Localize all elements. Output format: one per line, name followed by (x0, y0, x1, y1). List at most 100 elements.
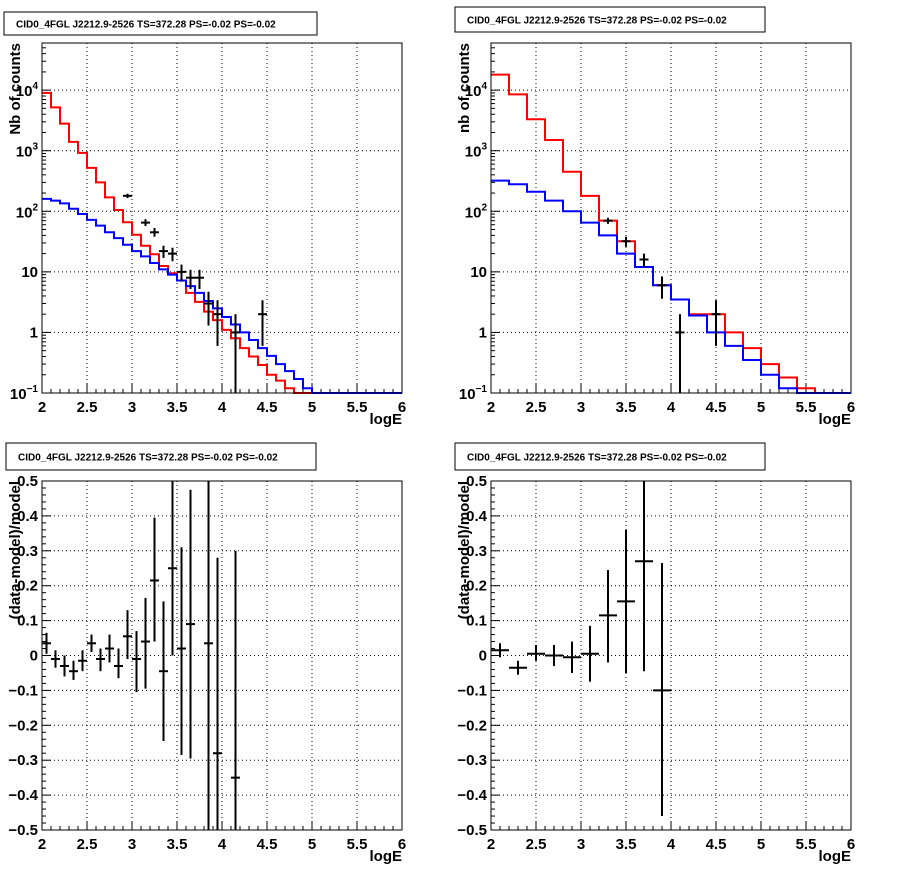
x-tick-label: 5.5 (796, 399, 817, 416)
x-tick-label: 5.5 (347, 836, 368, 853)
axis-ticks (490, 42, 852, 394)
data-point (711, 300, 721, 346)
title-box (3, 11, 318, 36)
data-point (545, 645, 563, 666)
series-line-2 (491, 179, 851, 394)
x-tick-label: 5 (308, 836, 316, 853)
y-tick-label: 104 (16, 81, 39, 100)
y-tick-label: 0.4 (17, 508, 39, 525)
x-tick-label: 6 (847, 836, 855, 853)
data-point (231, 550, 240, 830)
y-tick-label: 10 (470, 264, 487, 281)
x-tick-label: 6 (398, 399, 406, 416)
title-box (454, 442, 766, 471)
data-point (159, 245, 168, 258)
data-points (42, 481, 240, 830)
data-point (603, 217, 613, 224)
chart-title: CID0_4FGL J2212.9-2526 TS=372.28 PS=-0.0… (467, 16, 727, 27)
y-axis-title: (data-model)/model (456, 481, 473, 619)
data-point (653, 563, 671, 817)
data-point (213, 557, 222, 830)
y-tick-label: 0 (479, 648, 487, 665)
y-tick-label: 0.3 (466, 543, 487, 560)
x-tick-label: 2.5 (77, 399, 98, 416)
y-tick-label: 104 (465, 81, 488, 100)
data-point (168, 481, 177, 656)
data-point (132, 631, 141, 693)
x-axis-title: logE (819, 848, 852, 865)
grid (42, 43, 402, 393)
data-point (177, 547, 186, 755)
axis-ticks (490, 480, 852, 831)
data-point (204, 481, 213, 830)
y-tick-label: 0.5 (17, 473, 38, 490)
x-tick-label: 3.5 (167, 836, 188, 853)
data-point (141, 597, 150, 689)
y-tick-label: 0.4 (466, 508, 488, 525)
data-points (603, 217, 721, 393)
x-axis-title: logE (819, 411, 852, 428)
data-point (96, 648, 105, 672)
data-point (123, 193, 132, 199)
data-point (195, 269, 204, 290)
y-tick-label: −0.2 (457, 717, 487, 734)
x-tick-label: 4 (667, 399, 676, 416)
plot-frame (41, 42, 403, 394)
data-point (78, 650, 87, 672)
y-tick-label: 1 (30, 324, 38, 341)
y-tick-label: −0.3 (8, 752, 38, 769)
data-point (599, 569, 617, 663)
data-point (563, 641, 581, 673)
y-tick-label: −0.4 (457, 787, 487, 804)
data-point (527, 645, 545, 661)
data-points (123, 193, 267, 393)
x-tick-label: 3 (128, 836, 136, 853)
x-tick-label: 2 (38, 836, 46, 853)
y-tick-label: −0.5 (457, 822, 487, 839)
data-point (159, 601, 168, 742)
x-tick-label: 5 (757, 399, 765, 416)
data-point (617, 529, 635, 673)
y-tick-label: −0.1 (457, 682, 487, 699)
chart-title: CID0_4FGL J2212.9-2526 TS=372.28 PS=-0.0… (18, 453, 278, 464)
data-point (186, 269, 195, 290)
y-tick-label: 0.1 (17, 613, 38, 630)
x-tick-label: 3 (577, 836, 585, 853)
data-point (621, 236, 631, 247)
chart-p3: 2 2.5 3 3.5 4 4.5 5 5.5 6 0.5 0.4 0.3 0.2 0.1 0 −0.1 −0.… (5, 442, 406, 865)
x-tick-label: 4.5 (706, 836, 727, 853)
y-tick-label: 0.2 (466, 578, 487, 595)
y-tick-label: 102 (16, 202, 39, 221)
y-tick-label: −0.5 (8, 822, 38, 839)
x-tick-label: 2 (38, 399, 46, 416)
x-tick-label: 3.5 (616, 399, 637, 416)
data-point (581, 625, 599, 682)
y-tick-label: −0.4 (8, 787, 38, 804)
grid (491, 43, 851, 393)
y-tick-label: 0.2 (17, 578, 38, 595)
data-point (635, 481, 653, 672)
data-point (87, 634, 96, 653)
title-box (454, 6, 766, 33)
y-tick-label: 10−1 (459, 384, 488, 403)
data-point (258, 300, 267, 346)
data-point (168, 247, 177, 262)
y-axis-title: nb of counts (456, 43, 473, 133)
x-axis-title: logE (370, 411, 403, 428)
data-point (204, 291, 213, 326)
x-tick-label: 3 (128, 399, 136, 416)
x-tick-label: 5 (308, 399, 316, 416)
series-line-1 (491, 73, 851, 394)
x-tick-label: 2 (487, 836, 495, 853)
x-tick-label: 5.5 (796, 836, 817, 853)
x-axis-title: logE (370, 848, 403, 865)
y-tick-label: 103 (16, 142, 39, 161)
data-point (509, 660, 527, 675)
data-point (675, 314, 685, 393)
x-tick-label: 5 (757, 836, 765, 853)
data-point (114, 648, 123, 679)
data-point (69, 660, 78, 680)
data-points (491, 481, 671, 817)
y-tick-label: 0.3 (17, 543, 38, 560)
